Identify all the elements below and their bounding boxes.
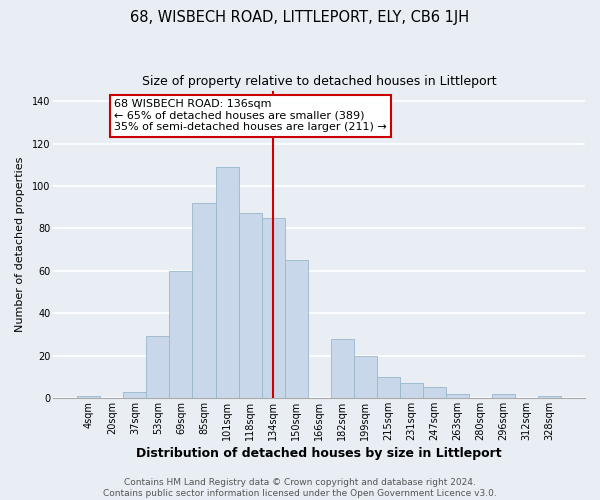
Bar xyxy=(492,394,515,398)
Bar xyxy=(400,383,423,398)
Bar xyxy=(77,396,100,398)
Title: Size of property relative to detached houses in Littleport: Size of property relative to detached ho… xyxy=(142,75,496,88)
Bar xyxy=(262,218,284,398)
Bar xyxy=(446,394,469,398)
Bar xyxy=(239,214,262,398)
Bar xyxy=(146,336,169,398)
Bar xyxy=(193,203,215,398)
Bar xyxy=(377,376,400,398)
Bar xyxy=(331,338,353,398)
X-axis label: Distribution of detached houses by size in Littleport: Distribution of detached houses by size … xyxy=(136,447,502,460)
Text: 68, WISBECH ROAD, LITTLEPORT, ELY, CB6 1JH: 68, WISBECH ROAD, LITTLEPORT, ELY, CB6 1… xyxy=(130,10,470,25)
Y-axis label: Number of detached properties: Number of detached properties xyxy=(15,156,25,332)
Bar xyxy=(538,396,561,398)
Bar xyxy=(169,270,193,398)
Text: Contains HM Land Registry data © Crown copyright and database right 2024.
Contai: Contains HM Land Registry data © Crown c… xyxy=(103,478,497,498)
Bar xyxy=(284,260,308,398)
Bar xyxy=(423,388,446,398)
Bar xyxy=(215,167,239,398)
Bar xyxy=(353,356,377,398)
Bar xyxy=(124,392,146,398)
Text: 68 WISBECH ROAD: 136sqm
← 65% of detached houses are smaller (389)
35% of semi-d: 68 WISBECH ROAD: 136sqm ← 65% of detache… xyxy=(114,99,387,132)
